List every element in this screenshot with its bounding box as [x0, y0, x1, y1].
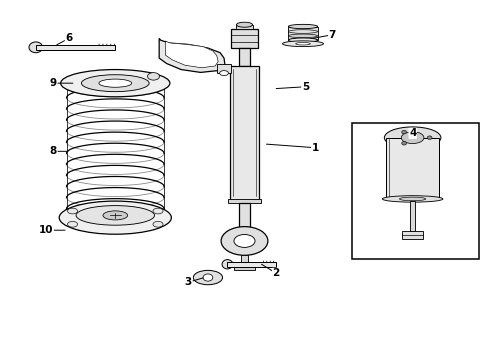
Text: 2: 2	[261, 264, 279, 278]
Ellipse shape	[288, 30, 317, 33]
Bar	[228, 199, 260, 203]
Ellipse shape	[153, 208, 163, 214]
Bar	[241, 255, 247, 267]
Bar	[409, 201, 414, 231]
Ellipse shape	[203, 274, 212, 281]
Circle shape	[427, 136, 431, 139]
Ellipse shape	[401, 132, 423, 144]
Ellipse shape	[222, 260, 232, 269]
Ellipse shape	[29, 42, 42, 53]
Ellipse shape	[76, 206, 154, 225]
Bar	[386, 138, 438, 199]
Bar	[227, 262, 276, 267]
Ellipse shape	[288, 34, 317, 38]
Ellipse shape	[288, 39, 317, 42]
Ellipse shape	[295, 42, 310, 45]
Ellipse shape	[236, 22, 252, 27]
Bar	[36, 45, 115, 50]
Ellipse shape	[103, 211, 127, 220]
Ellipse shape	[153, 221, 163, 227]
Ellipse shape	[67, 221, 78, 227]
Ellipse shape	[233, 234, 255, 247]
Ellipse shape	[61, 69, 169, 97]
Ellipse shape	[384, 127, 440, 148]
Text: 6: 6	[57, 33, 72, 45]
Bar	[239, 48, 249, 66]
Text: 5: 5	[276, 82, 308, 92]
Text: 4: 4	[408, 129, 416, 138]
Ellipse shape	[282, 41, 323, 46]
Ellipse shape	[219, 71, 228, 76]
Ellipse shape	[288, 24, 317, 29]
Bar	[238, 203, 250, 228]
Ellipse shape	[288, 38, 317, 42]
Text: 10: 10	[39, 225, 65, 235]
Ellipse shape	[382, 196, 442, 202]
Ellipse shape	[59, 201, 171, 234]
Ellipse shape	[399, 197, 425, 201]
Bar	[236, 25, 252, 29]
Text: 7: 7	[312, 30, 335, 40]
Bar	[231, 29, 257, 48]
Circle shape	[401, 141, 406, 145]
Ellipse shape	[193, 270, 222, 285]
Bar	[288, 27, 317, 40]
Bar	[216, 64, 231, 73]
Ellipse shape	[221, 226, 267, 255]
Ellipse shape	[147, 73, 159, 80]
Ellipse shape	[81, 75, 149, 92]
Ellipse shape	[99, 79, 131, 87]
Bar	[229, 66, 259, 200]
Text: 3: 3	[184, 277, 203, 287]
Text: 9: 9	[50, 78, 73, 88]
Ellipse shape	[67, 208, 78, 214]
Polygon shape	[165, 41, 218, 68]
Circle shape	[401, 130, 406, 134]
Bar	[401, 231, 423, 239]
Polygon shape	[159, 39, 224, 72]
Bar	[233, 265, 255, 270]
Text: 8: 8	[50, 146, 68, 156]
Text: 1: 1	[266, 143, 318, 153]
Bar	[351, 123, 478, 259]
